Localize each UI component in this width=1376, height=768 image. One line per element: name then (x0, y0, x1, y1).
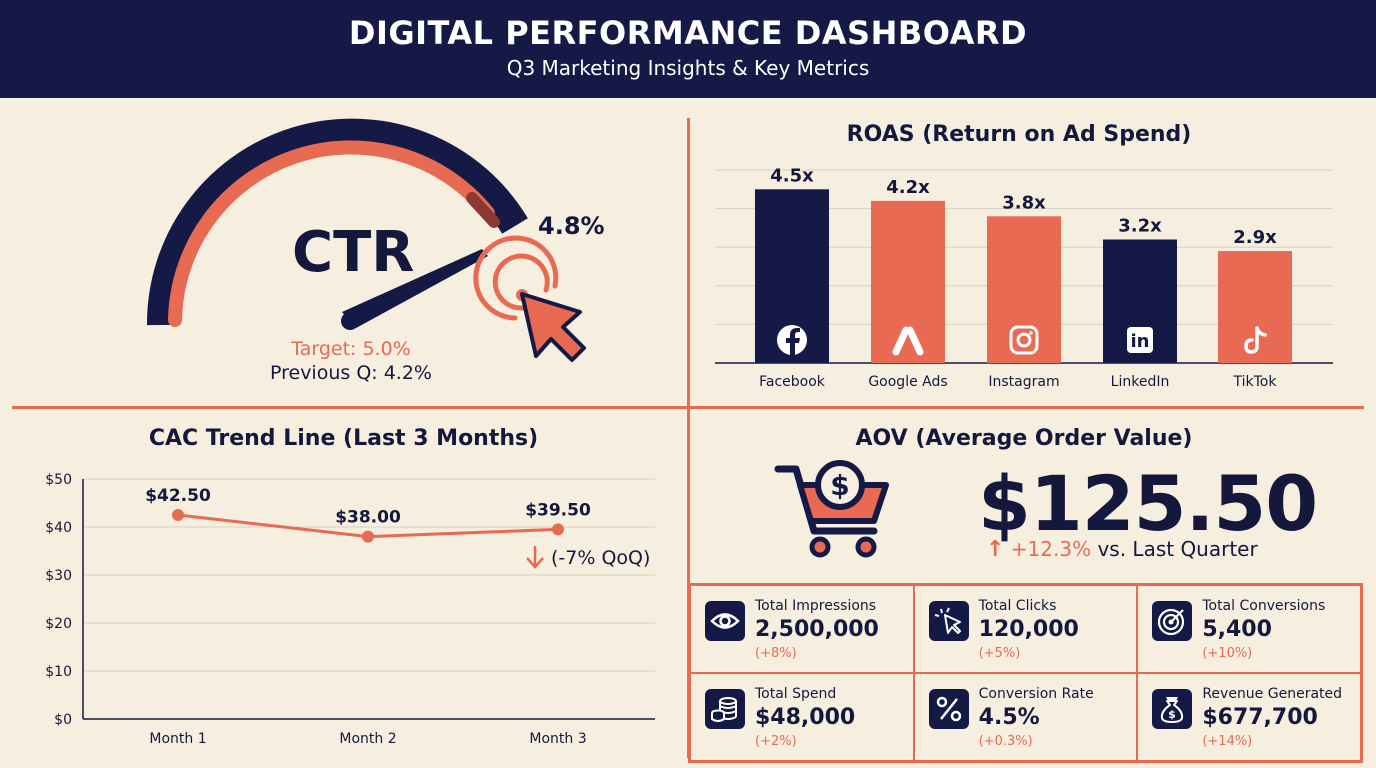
kpi-change: (+2%) (755, 734, 797, 749)
kpi-card: Conversion Rate 4.5% (+0.3%) (913, 673, 1138, 761)
kpi-change: (+14%) (1202, 734, 1253, 749)
bar-google-ads (871, 200, 945, 363)
x-tick-label: Month 3 (529, 731, 586, 747)
x-tick-label: Month 2 (339, 731, 396, 747)
percent-icon (928, 689, 969, 729)
gauge-needle (342, 249, 488, 328)
aov-change: ↑ +12.3% vs. Last Quarter (986, 537, 1258, 562)
kpi-label: Total Conversions (1202, 598, 1326, 614)
bar-value-label: 2.9x (1233, 227, 1277, 248)
x-tick-label: Facebook (759, 374, 826, 390)
data-point (172, 509, 184, 521)
aov-change-suffix: vs. Last Quarter (1091, 537, 1258, 561)
kpi-label: Total Spend (755, 686, 837, 702)
kpi-label: Total Clicks (978, 598, 1057, 614)
dashboard-title: DIGITAL PERFORMANCE DASHBOARD (348, 14, 1028, 52)
y-tick-label: $10 (45, 664, 72, 680)
kpi-label: Revenue Generated (1202, 686, 1343, 702)
cac-line-chart: $0 $10 $20 $30 $40 $50 $42.50 Month 1 $38.00 Mont… (45, 472, 655, 747)
data-point (552, 523, 564, 536)
ctr-gauge-panel: CTR 4.8% Target: 5.0% Previous Q: 4.2% (0, 98, 687, 406)
arrow-down-icon (526, 546, 544, 569)
x-tick-label: TikTok (1233, 374, 1278, 390)
y-tick-label: $20 (45, 616, 72, 632)
kpi-value: 2,500,000 (755, 617, 879, 642)
ctr-gauge (146, 118, 586, 362)
data-label: $38.00 (335, 508, 401, 528)
kpi-card: Total Spend $48,000 (+2%) (690, 673, 914, 761)
bar-value-label: 4.5x (770, 165, 814, 186)
aov-value: $125.50 (978, 459, 1318, 548)
google-ads-icon (892, 326, 924, 356)
kpi-value: $677,700 (1202, 705, 1318, 730)
shopping-cart-dollar-icon: $ (774, 460, 889, 558)
kpi-change: (+10%) (1202, 646, 1253, 661)
kpi-change: (+5%) (978, 646, 1021, 661)
data-label: $39.50 (525, 500, 591, 520)
y-tick-label: $40 (45, 520, 72, 536)
kpi-value: 4.5% (978, 705, 1040, 730)
dashboard-header: DIGITAL PERFORMANCE DASHBOARD Q3 Marketi… (0, 0, 1376, 98)
money-bag-icon: $ (1152, 689, 1193, 729)
horizontal-divider (12, 406, 1364, 409)
cursor-click-icon (473, 235, 586, 362)
dashboard-subtitle: Q3 Marketing Insights & Key Metrics (506, 56, 870, 80)
data-label: $42.50 (145, 486, 211, 506)
facebook-icon (777, 325, 807, 355)
coins-icon (705, 689, 745, 729)
kpi-change: (+8%) (755, 646, 797, 661)
svg-text:$: $ (1169, 708, 1177, 721)
ctr-label: CTR (292, 220, 415, 285)
bar-instagram (987, 216, 1061, 363)
target-icon (1152, 601, 1193, 641)
aov-title: AOV (Average Order Value) (855, 426, 1193, 451)
bar-value-label: 3.2x (1118, 215, 1162, 236)
data-point (362, 530, 374, 543)
kpi-label: Conversion Rate (978, 686, 1094, 702)
kpi-change: (+0.3%) (978, 734, 1033, 749)
bar-tiktok (1218, 251, 1292, 363)
linkedin-glyph: in (1131, 331, 1150, 352)
aov-change-percent: +12.3% (1010, 537, 1092, 561)
cac-chart-title: CAC Trend Line (Last 3 Months) (148, 426, 539, 451)
kpi-card: Total Impressions 2,500,000 (+8%) (690, 585, 914, 673)
ctr-value: 4.8% (538, 212, 605, 240)
gauge-target-marker (466, 192, 500, 228)
y-tick-label: $30 (45, 568, 72, 584)
y-tick-label: $0 (54, 712, 72, 728)
arrow-up-icon: ↑ (986, 537, 1005, 562)
tiktok-icon (1244, 326, 1267, 354)
x-tick-label: Instagram (988, 374, 1059, 390)
ctr-previous-quarter: Previous Q: 4.2% (269, 362, 432, 384)
y-tick-label: $50 (45, 472, 72, 488)
gauge-outer-arc (146, 118, 528, 326)
aov-panel: $ $125.50 ↑ +12.3% vs. Last Quarter (690, 409, 1376, 584)
kpi-card: Total Clicks 120,000 (+5%) (913, 585, 1138, 673)
kpi-value: 120,000 (978, 617, 1079, 642)
vertical-divider (687, 118, 690, 758)
x-tick-label: LinkedIn (1111, 374, 1170, 390)
click-icon (928, 601, 969, 641)
x-tick-label: Month 1 (149, 731, 206, 747)
instagram-icon (1009, 325, 1039, 355)
cac-annotation: (-7% QoQ) (551, 547, 650, 569)
ctr-target: Target: 5.0% (291, 338, 411, 360)
eye-icon (705, 601, 745, 641)
gauge-value-arc (168, 140, 495, 327)
kpi-value: 5,400 (1202, 617, 1272, 642)
linkedin-icon: in (1127, 327, 1153, 353)
bar-value-label: 3.8x (1002, 192, 1046, 213)
roas-chart-title: ROAS (Return on Ad Spend) (846, 122, 1192, 147)
kpi-label: Total Impressions (755, 598, 877, 614)
svg-text:$: $ (830, 469, 849, 502)
kpi-card: $ Revenue Generated $677,700 (+14%) (1137, 673, 1361, 761)
kpi-value: $48,000 (755, 705, 856, 730)
kpi-card: Total Conversions 5,400 (+10%) (1137, 585, 1361, 673)
gauge-needle-hub (341, 312, 359, 330)
kpi-grid: Total Impressions 2,500,000 (+8%) Total … (688, 583, 1363, 763)
roas-bar-chart: 4.5x Facebook 4.2x Google Ads 3.8x Instagram 3… (715, 165, 1333, 390)
x-tick-label: Google Ads (868, 374, 947, 390)
bar-value-label: 4.2x (886, 177, 930, 198)
